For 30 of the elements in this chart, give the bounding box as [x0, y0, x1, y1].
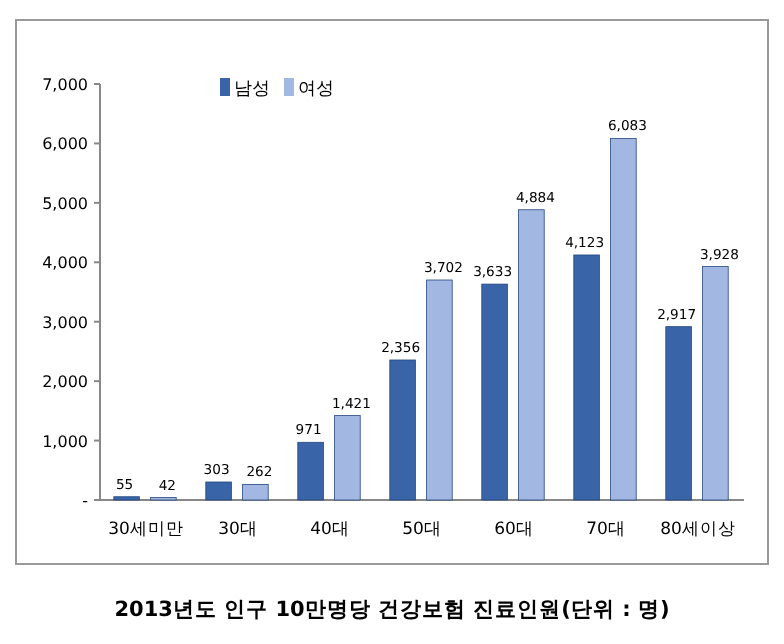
y-tick-label: 4,000	[42, 254, 88, 273]
bar	[242, 484, 269, 501]
bar	[518, 209, 545, 501]
y-tick-label: 2,000	[42, 373, 88, 392]
legend-label: 여성	[298, 80, 334, 100]
bar	[481, 283, 508, 501]
bar	[205, 481, 232, 501]
bar	[334, 415, 361, 501]
y-tick-label: 7,000	[42, 76, 88, 94]
y-tick-label: -	[82, 492, 89, 510]
y-tick-label: 6,000	[42, 135, 88, 154]
x-tick-label: 50대	[402, 520, 442, 540]
y-tick-label: 5,000	[42, 194, 88, 213]
bar	[665, 326, 692, 501]
legend-label: 남성	[234, 80, 270, 100]
x-tick-label: 80세이상	[660, 520, 736, 540]
bar	[297, 441, 324, 501]
x-tick-label: 30대	[218, 520, 258, 540]
bar	[610, 138, 637, 501]
y-tick-label: 1,000	[42, 432, 88, 451]
x-tick-label: 60대	[494, 520, 534, 540]
text: 2013년도 인구 10만명당 건강보험 진료인원(단위 : 명)	[114, 598, 670, 622]
x-tick-label: 70대	[586, 520, 626, 540]
bar	[426, 279, 453, 501]
bar	[702, 266, 729, 501]
bar	[389, 359, 416, 501]
x-tick-label: 30세미만	[108, 520, 184, 540]
y-tick-label: 3,000	[42, 313, 88, 332]
bar	[573, 254, 600, 501]
x-tick-label: 40대	[310, 520, 350, 540]
